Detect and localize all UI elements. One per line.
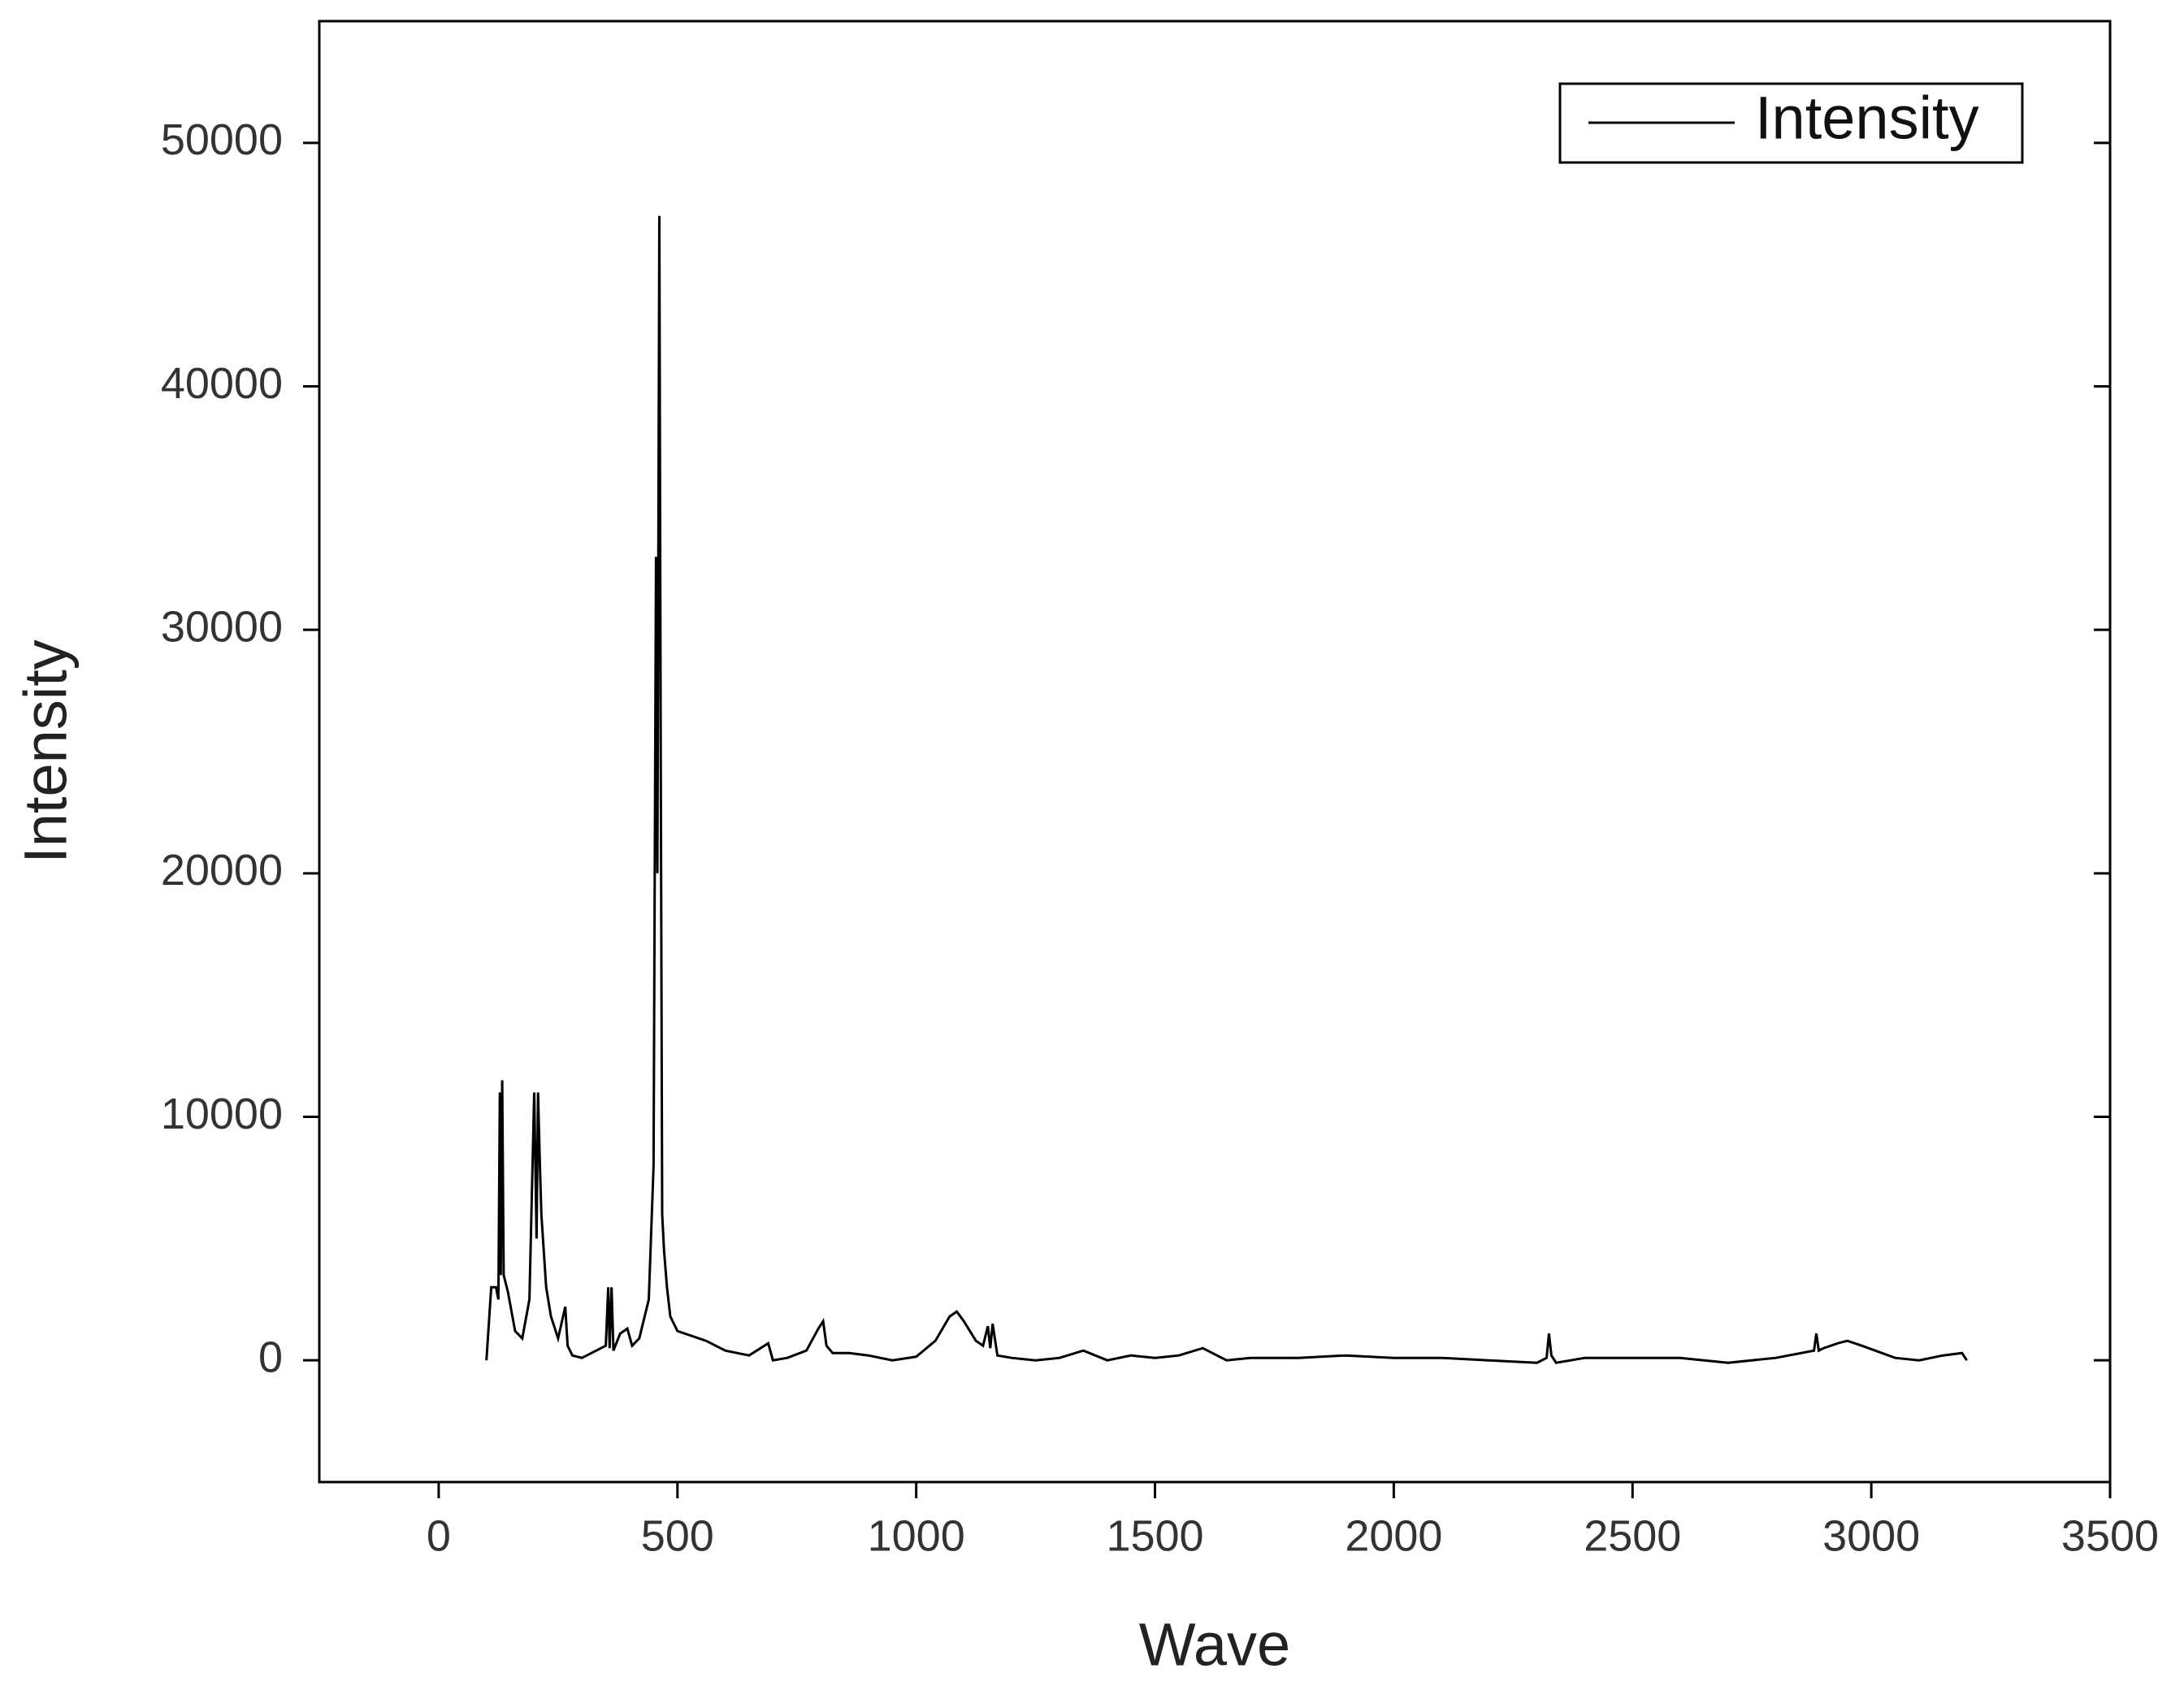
y-tick-label: 10000 — [161, 1090, 283, 1138]
x-tick-label: 500 — [641, 1511, 714, 1560]
x-axis-label: Wave — [1139, 1611, 1290, 1679]
legend-label: Intensity — [1755, 85, 1979, 152]
x-tick-label: 1000 — [868, 1511, 965, 1560]
x-tick-label: 3500 — [2061, 1511, 2159, 1560]
y-tick-label: 0 — [258, 1333, 283, 1381]
plot-frame — [318, 20, 2112, 1484]
y-tick-label: 30000 — [161, 602, 283, 651]
y-tick-label: 20000 — [161, 846, 283, 895]
y-axis-label: Intensity — [12, 639, 80, 864]
x-tick-label: 3000 — [1822, 1511, 1920, 1560]
x-tick-label: 2000 — [1345, 1511, 1442, 1560]
x-tick-label: 2500 — [1584, 1511, 1681, 1560]
x-tick-label: 1500 — [1106, 1511, 1203, 1560]
y-tick-label: 40000 — [161, 359, 283, 408]
y-tick-label: 50000 — [161, 115, 283, 164]
x-tick-label: 0 — [427, 1511, 451, 1560]
data-line — [485, 215, 1968, 1364]
